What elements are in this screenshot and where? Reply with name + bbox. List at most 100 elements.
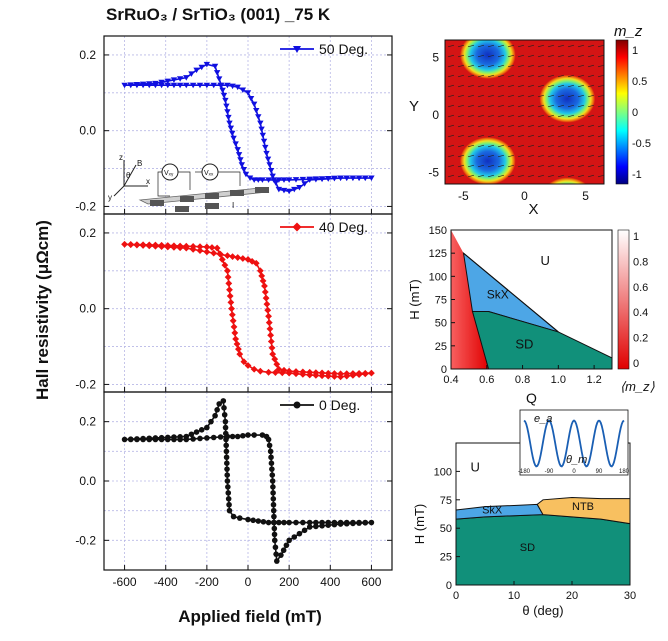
field-arrow [527,64,535,68]
schematic-label: B [137,159,142,168]
y-tick-label: 0 [432,108,439,122]
x-tick-label: 1.0 [551,374,566,386]
legend-marker [293,401,301,409]
data-point [276,519,282,526]
skyrmion [539,74,596,123]
field-arrow [507,74,515,78]
data-point [203,61,211,68]
data-point [306,177,313,183]
field-arrow [497,164,505,168]
field-arrow [477,124,485,128]
data-point [275,365,283,373]
data-point [261,288,269,296]
colorbar-label: m_z [614,23,643,40]
data-point [293,519,299,526]
sd-region [455,514,631,586]
y-axis-label: H (mT) [412,504,427,544]
data-point [158,243,165,250]
data-point [226,286,233,294]
data-point [239,87,247,93]
data-point [210,82,217,89]
field-arrow [447,94,455,98]
data-point [269,478,276,484]
data-point [324,369,332,377]
data-point [368,519,375,526]
data-point [337,521,344,527]
data-point [273,360,281,368]
skyrmion [547,177,587,184]
data-point [158,82,165,89]
data-point [121,240,128,248]
field-arrow [497,134,505,138]
field-arrow [457,154,465,158]
colorbar-tick-label: 0.2 [633,333,648,345]
data-point [285,177,293,183]
field-arrow [527,174,535,178]
field-arrow [447,54,455,58]
field-arrow [547,44,555,48]
data-point [266,442,273,449]
field-arrow [507,64,515,68]
data-point [213,70,221,76]
data-point [196,82,204,89]
data-point [257,120,264,127]
data-point [237,157,244,163]
field-arrow [527,114,535,118]
field-arrow [597,94,604,98]
data-point [208,244,216,251]
data-point [240,432,246,439]
data-point [280,187,288,194]
field-arrow [457,164,465,168]
data-point [234,147,241,153]
data-point [265,319,273,326]
field-arrow [487,104,495,108]
field-arrow [467,124,475,128]
data-point [164,78,171,85]
field-arrow [477,114,485,118]
colorbar-tick-label: 0.6 [633,282,648,294]
hall-panels: -0.2 0.0 0.2 50 Deg. -0.2 0.0 0.2 40 Deg. -0.2 0.… [75,35,393,589]
field-arrow [587,134,595,138]
region-label-sd: SD [520,542,535,554]
field-arrow [527,104,535,108]
data-point [133,82,141,89]
data-point [227,298,235,306]
field-arrow [517,54,525,58]
field-arrow [557,64,565,68]
data-point [198,427,205,433]
figure-xlabel: Applied field (mT) [178,607,322,626]
data-point [269,472,276,478]
data-point [230,323,238,331]
field-arrow [507,154,515,158]
field-arrow [557,134,565,138]
data-point [121,82,128,89]
data-point [278,552,284,558]
data-point [221,405,227,411]
region-label-u: U [471,459,480,474]
red-region [451,230,489,369]
data-point [134,436,140,443]
data-point [250,177,258,183]
data-point [217,434,224,440]
data-point [296,530,303,537]
data-point [231,329,239,337]
field-arrow [597,164,604,168]
field-arrow [577,154,585,158]
data-point [275,177,283,183]
field-arrow [497,114,505,118]
schematic-label: I [232,201,234,210]
field-arrow [497,104,505,108]
field-arrow [447,64,455,68]
data-point [259,177,266,183]
data-point [188,431,195,438]
colorbar-tick-label: -1 [632,169,642,181]
field-arrow [447,84,455,88]
data-point [299,368,307,376]
x-tick-label: -200 [195,575,219,589]
data-point [258,272,266,280]
data-point [222,97,229,104]
data-point [269,466,275,472]
field-arrow [567,74,575,78]
data-point [306,519,313,526]
hall-panel-hall-40: -0.2 0.0 0.2 40 Deg. [75,213,393,393]
